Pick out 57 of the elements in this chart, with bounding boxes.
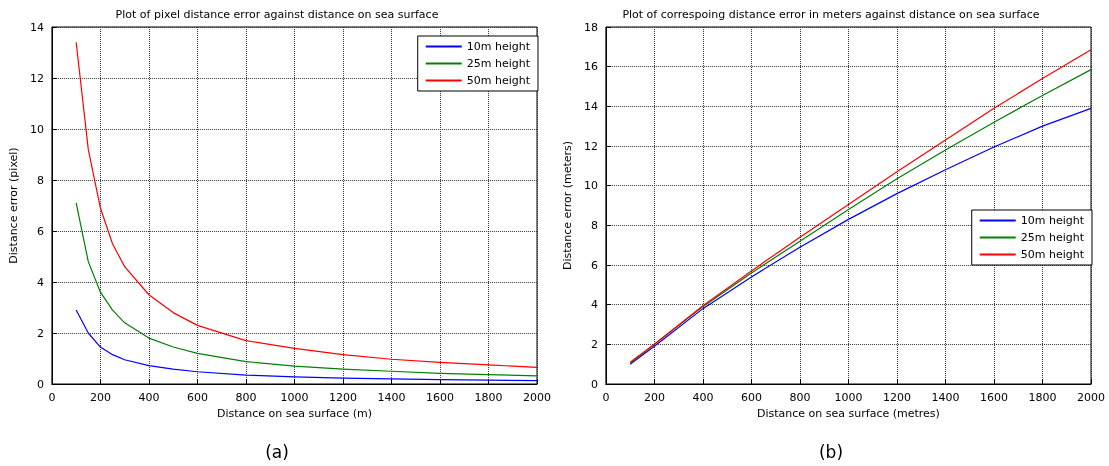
y-tick-label: 14 bbox=[29, 20, 44, 34]
y-tick-label: 8 bbox=[36, 173, 44, 187]
x-tick-label: 1200 bbox=[328, 391, 357, 404]
x-tick-label: 200 bbox=[89, 391, 111, 404]
x-tick-label: 200 bbox=[643, 391, 665, 404]
x-tick-label: 1200 bbox=[882, 391, 911, 404]
x-tick-label: 1800 bbox=[1028, 391, 1057, 404]
line-series bbox=[75, 41, 538, 369]
x-tick-label: 1000 bbox=[834, 391, 863, 404]
legend-label: 10m height bbox=[466, 40, 531, 53]
y-tick-label: 4 bbox=[590, 298, 598, 312]
line-series bbox=[75, 309, 538, 382]
y-tick-label: 4 bbox=[36, 275, 44, 289]
y-tick-label: 10 bbox=[583, 179, 598, 193]
x-tick-label: 1800 bbox=[474, 391, 503, 404]
y-tick-label: 6 bbox=[590, 258, 598, 272]
x-tick-label: 0 bbox=[48, 391, 56, 404]
x-axis-title: Distance on sea surface (m) bbox=[216, 407, 372, 420]
x-tick-label: 400 bbox=[692, 391, 714, 404]
x-tick-label: 800 bbox=[789, 391, 811, 404]
legend-label: 25m height bbox=[1020, 231, 1085, 244]
x-tick-label: 1400 bbox=[931, 391, 960, 404]
y-tick-label: 0 bbox=[36, 377, 44, 391]
y-tick-label: 16 bbox=[583, 60, 598, 74]
text: (a) bbox=[265, 441, 289, 462]
x-tick-label: 600 bbox=[186, 391, 208, 404]
chart-title: Plot of pixel distance error against distance on sea surface bbox=[115, 8, 439, 21]
x-tick-label: 0 bbox=[602, 391, 610, 404]
legend-label: 50m height bbox=[466, 74, 531, 87]
line-series bbox=[75, 202, 538, 377]
y-tick-label: 12 bbox=[583, 139, 598, 153]
x-tick-label: 1000 bbox=[280, 391, 309, 404]
y-tick-label: 10 bbox=[29, 122, 44, 136]
y-tick-label: 6 bbox=[36, 224, 44, 238]
y-tick-label: 8 bbox=[590, 218, 598, 232]
x-tick-label: 800 bbox=[235, 391, 257, 404]
x-tick-label: 2000 bbox=[523, 391, 551, 404]
y-tick-label: 2 bbox=[36, 326, 44, 340]
x-tick-label: 2000 bbox=[1077, 391, 1105, 404]
x-tick-label: 600 bbox=[740, 391, 762, 404]
y-tick-label: 18 bbox=[583, 20, 598, 34]
y-axis-title: Distance error (meters) bbox=[561, 140, 574, 271]
y-tick-label: 0 bbox=[590, 377, 598, 391]
chart-title: Plot of correspoing distance error in meters against distance on sea surface bbox=[622, 8, 1040, 21]
legend-label: 10m height bbox=[1020, 214, 1085, 227]
legend-label: 50m height bbox=[1020, 248, 1085, 261]
x-axis-title: Distance on sea surface (metres) bbox=[757, 407, 940, 420]
x-tick-label: 400 bbox=[138, 391, 160, 404]
x-tick-label: 1600 bbox=[425, 391, 454, 404]
y-axis-title: Distance error (pixel) bbox=[7, 147, 20, 264]
legend-label: 25m height bbox=[466, 57, 531, 70]
x-tick-label: 1400 bbox=[377, 391, 406, 404]
y-tick-label: 14 bbox=[583, 99, 598, 113]
x-tick-label: 1600 bbox=[979, 391, 1008, 404]
y-tick-label: 12 bbox=[29, 71, 44, 85]
y-tick-label: 2 bbox=[590, 337, 598, 351]
text: (b) bbox=[818, 441, 844, 462]
